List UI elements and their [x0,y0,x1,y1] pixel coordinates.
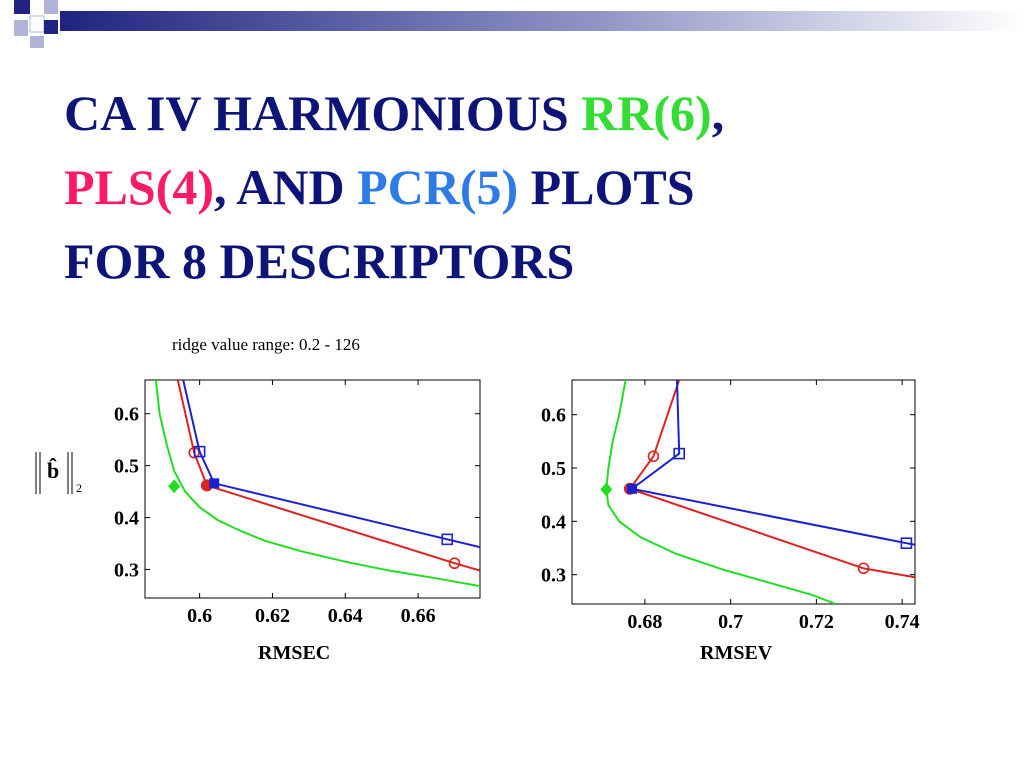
slide-header-decoration [14,0,1024,48]
x-tick-label: 0.62 [255,605,290,627]
norm-label: b̂ 2 [35,452,82,495]
x-tick-label: 0.66 [401,605,436,627]
title-text: PLOTS [518,159,695,215]
x-tick-label: 0.64 [328,605,363,627]
title-line-1: CA IV HARMONIOUS RR(6), [64,76,724,150]
y-tick-label: 0.4 [114,508,139,530]
slide-title: CA IV HARMONIOUS RR(6), PLS(4), AND PCR(… [64,76,724,298]
highlight-point-square [627,483,638,494]
ridge-range-caption: ridge value range: 0.2 - 126 [172,335,360,354]
data-point-square [441,533,454,546]
x-axis-label-rmsec: RMSEC [258,642,331,664]
title-pcr: PCR(5) [357,159,519,215]
plot-rmsec: 0.6 0.62 0.64 0.66 0.3 0.4 0.5 0.6 [114,379,481,627]
y-tick-label: 0.5 [541,458,566,480]
title-line-2: PLS(4), AND PCR(5) PLOTS [64,150,724,224]
x-tick-label: 0.74 [885,611,920,633]
x-tick-label: 0.7 [718,611,743,633]
y-tick-label: 0.4 [541,511,566,533]
series-line-0 [605,380,837,604]
data-point-square [193,445,206,458]
y-tick-label: 0.3 [114,559,139,581]
title-pls: PLS(4) [64,159,214,215]
data-point-circle [857,562,870,575]
title-text: , AND [214,159,358,215]
data-point-circle [647,450,660,463]
y-tick-label: 0.3 [541,565,566,587]
x-tick-label: 0.72 [799,611,834,633]
highlight-point-square [209,478,220,489]
title-rr: RR(6) [581,85,712,141]
y-tick-label: 0.5 [114,456,139,478]
title-line-3: FOR 8 DESCRIPTORS [64,233,575,289]
title-text: , [711,85,725,141]
data-point-square [673,447,685,460]
highlight-point-diamond [600,482,613,497]
highlight-point-diamond [168,479,181,494]
plot-lines [154,380,480,588]
data-point-square [900,537,913,549]
plot-lines [600,380,915,604]
data-point-circle [448,557,461,570]
plot-frame [571,379,916,605]
x-axis-label-rmsev: RMSEV [700,642,773,664]
plot-rmsev: 0.68 0.7 0.72 0.74 0.3 0.4 0.5 0.6 [541,379,920,633]
y-tick-label: 0.6 [541,405,566,427]
y-tick-label: 0.6 [114,404,139,426]
plot-frame [144,379,481,599]
x-tick-label: 0.6 [187,605,212,627]
series-line-0 [154,380,480,588]
x-tick-label: 0.68 [627,611,662,633]
norm-symbol: b̂ [47,458,59,483]
norm-subscript: 2 [76,481,82,495]
title-text: CA IV HARMONIOUS [64,85,582,141]
